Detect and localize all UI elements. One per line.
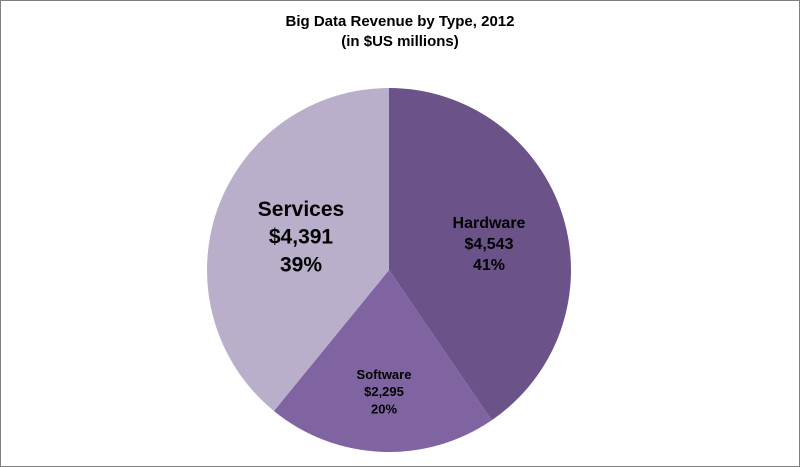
slice-label-services-name: Services [258,198,344,221]
pie-slice-services [207,88,389,411]
slice-label-software-name: Software [357,367,412,382]
chart-subtitle: (in $US millions) [341,33,459,50]
slice-label-services-value: $4,391 [269,226,334,249]
slice-label-hardware-percent: 41% [473,257,505,274]
chart-title-block: Big Data Revenue by Type, 2012 (in $US m… [0,12,800,52]
pie-labels: Hardware $4,543 41% Software $2,295 20% Servic… [258,198,526,416]
pie-slice-software [273,270,492,453]
pie-slices [207,88,572,453]
slice-label-hardware-name: Hardware [453,215,526,232]
chart-title: Big Data Revenue by Type, 2012 [285,13,515,30]
slice-label-services-percent: 39% [280,253,322,276]
pie-slice-hardware [389,88,572,421]
slice-label-software-percent: 20% [371,401,397,416]
slice-label-software-value: $2,295 [364,384,404,399]
slice-label-hardware-value: $4,543 [465,236,514,253]
